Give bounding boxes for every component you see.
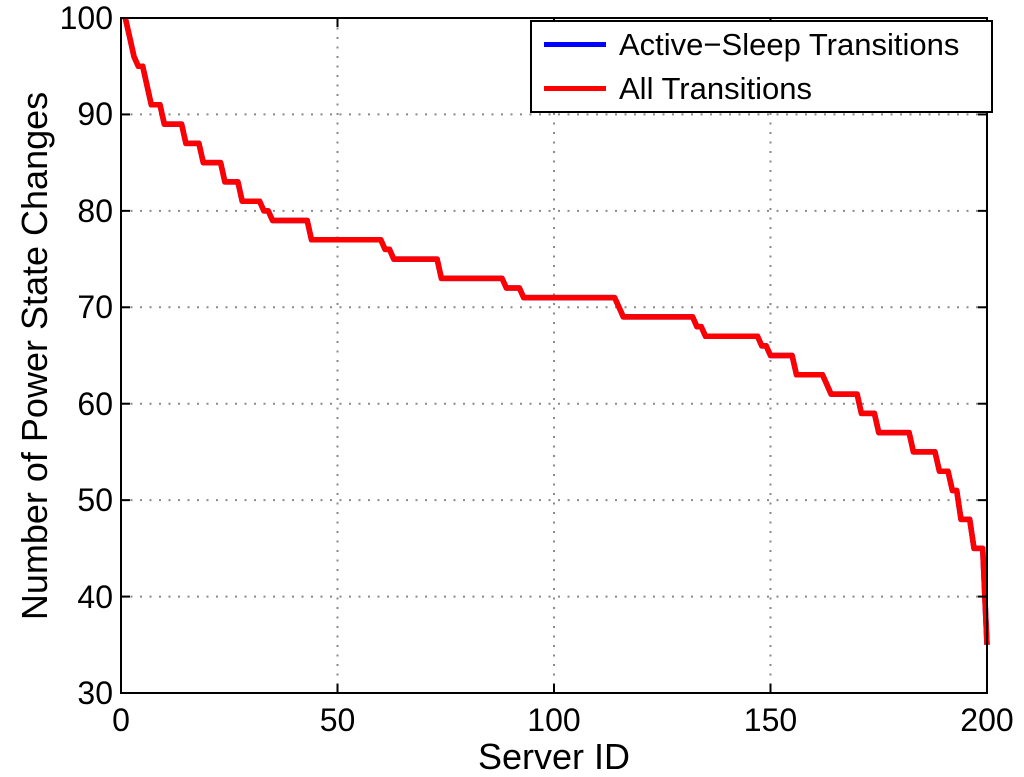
y-tick-label: 100: [59, 0, 113, 36]
x-tick-label: 50: [319, 702, 356, 738]
x-tick-label: 200: [960, 702, 1014, 738]
y-tick-label: 80: [77, 192, 113, 229]
x-axis-label: Server ID: [477, 736, 631, 777]
y-tick-label: 70: [77, 289, 113, 326]
y-axis-label: Number of Power State Changes: [14, 91, 55, 621]
series-line-all: [122, 17, 990, 645]
y-tick-label: 60: [77, 385, 113, 422]
legend-entry: All Transitions: [532, 67, 991, 111]
x-tick-label: 0: [112, 702, 130, 738]
y-tick-label: 40: [77, 578, 113, 615]
legend-line-sample-icon: [544, 42, 606, 47]
axes-box: [120, 17, 988, 694]
x-tick-label: 150: [743, 702, 798, 738]
legend-entry-label: All Transitions: [619, 70, 812, 106]
y-tick-label: 50: [77, 482, 113, 519]
legend-line-sample-icon: [544, 86, 606, 91]
legend-entry: Active−Sleep Transitions: [532, 23, 991, 67]
y-tick-label: 30: [77, 675, 113, 711]
legend-entry-label: Active−Sleep Transitions: [619, 26, 960, 62]
x-tick-label: 100: [527, 702, 581, 738]
legend-box: Active−Sleep Transitions All Transitions: [530, 20, 993, 113]
y-tick-label: 90: [77, 96, 113, 133]
